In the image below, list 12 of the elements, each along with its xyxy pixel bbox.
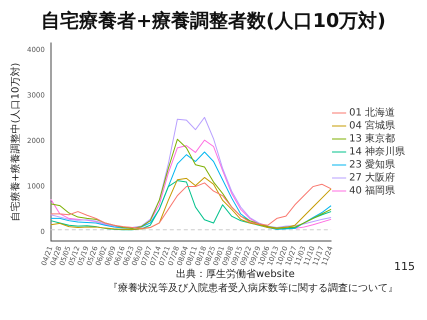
legend-label: 23 愛知県 (349, 158, 396, 171)
text: 『療養状況等及び入院患者受入病床数等に関する調査について』 (108, 282, 399, 296)
source-note: 出典：厚生労働省website (176, 269, 295, 280)
legend-label: 13 東京都 (349, 132, 396, 145)
text: 115 (394, 260, 415, 273)
legend-label: 04 宮城県 (349, 120, 396, 132)
chart-title: 自宅療養者+療養調整者数(人口10万対) (40, 9, 387, 34)
y-axis-title: 自宅療養+療養調整中(人口10万対) (10, 62, 22, 222)
legend-label: 14 神奈川県 (349, 146, 406, 158)
legend-label: 27 大阪府 (349, 172, 396, 184)
legend-label: 40 福岡県 (349, 184, 396, 197)
legend-label: 01 北海道 (349, 106, 396, 119)
